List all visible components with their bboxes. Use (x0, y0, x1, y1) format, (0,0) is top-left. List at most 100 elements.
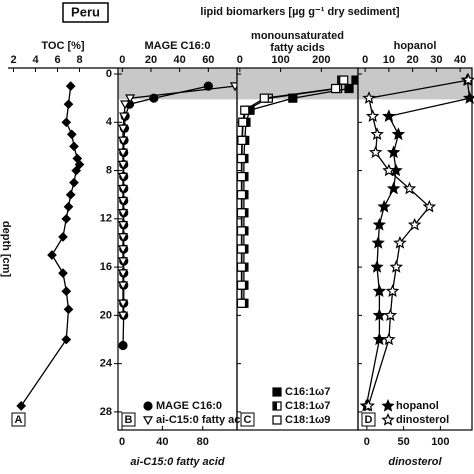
x2-tick-label: 100 (431, 436, 449, 448)
marker (422, 199, 437, 213)
marker (58, 268, 68, 278)
series-line (122, 85, 236, 316)
x-tick-label: 40 (454, 54, 466, 66)
panel-frame (117, 67, 238, 431)
marker (65, 81, 76, 91)
panel-letter-box (121, 412, 136, 427)
x-tick-label: 6 (54, 54, 60, 66)
marker (118, 340, 128, 351)
x2-tick-label: 0 (119, 436, 125, 448)
legend-marker (381, 398, 395, 412)
panel-letter: A (15, 414, 23, 426)
marker (125, 94, 136, 104)
marker (393, 235, 407, 249)
marker (365, 109, 380, 122)
x-tick-label: 60 (202, 54, 214, 66)
marker (118, 245, 129, 255)
x2-axis-label: ai-C15:0 fatty acid (130, 456, 224, 468)
x2-tick-label: 0 (364, 436, 370, 448)
legend-label: C18:1ω9 (285, 414, 330, 426)
caption: lipid biomarkers [µg g⁻¹ dry sediment] (200, 6, 400, 18)
y-tick-label: 12 (100, 213, 112, 225)
marker (69, 177, 79, 188)
marker (61, 213, 72, 224)
series-line (243, 79, 357, 304)
marker-part (273, 402, 277, 410)
marker (386, 181, 401, 195)
marker (65, 189, 76, 200)
marker (118, 196, 129, 206)
x-tick-label: 4 (32, 54, 39, 66)
site-label: Peru (71, 4, 100, 19)
marker (391, 127, 406, 141)
marker (236, 226, 247, 236)
marker (362, 91, 376, 104)
y-tick-label: 16 (100, 261, 112, 273)
marker (386, 145, 401, 159)
marker (61, 117, 72, 128)
marker (383, 308, 398, 322)
marker (339, 75, 349, 85)
marker-part (272, 401, 282, 411)
marker (16, 401, 27, 411)
legend-label: MAGE C16:0 (156, 400, 222, 412)
marker (236, 190, 247, 200)
legend-marker (272, 387, 282, 397)
legend-marker (381, 412, 395, 426)
site-box (62, 2, 109, 23)
marker (382, 332, 396, 346)
marker (118, 311, 129, 321)
y-tick-label: 24 (100, 358, 113, 370)
marker (118, 269, 129, 279)
panel-letter-box (240, 412, 255, 427)
marker (407, 217, 422, 231)
marker (63, 304, 74, 315)
y-tick-label: 0 (106, 68, 112, 80)
marker (118, 221, 129, 231)
marker (66, 129, 77, 140)
marker (382, 109, 396, 122)
y-tick-label: 8 (106, 164, 112, 176)
marker (385, 284, 400, 297)
panel-letter-box (11, 412, 26, 427)
marker (63, 201, 74, 212)
marker (330, 83, 341, 94)
marker (118, 124, 129, 134)
series-line (122, 85, 209, 346)
panel-title: TOC [%] (41, 40, 85, 52)
panel-letter-box (361, 412, 376, 427)
x2-axis-label: dinosterol (388, 456, 442, 468)
legend-label: hopanol (396, 400, 439, 412)
legend-marker (272, 401, 282, 411)
marker (118, 184, 129, 194)
x-tick-label: 200 (312, 54, 330, 66)
marker (372, 217, 387, 231)
marker (402, 181, 417, 195)
marker (69, 141, 79, 152)
x-tick-label: 8 (76, 54, 82, 66)
series-line (241, 79, 343, 304)
x-tick-label: 10 (383, 54, 395, 66)
panel-title: hopanol (394, 40, 437, 52)
x-tick-label: 20 (407, 54, 419, 66)
marker (236, 153, 247, 164)
marker (118, 281, 129, 291)
series-line (367, 79, 469, 407)
marker (236, 298, 247, 308)
marker (372, 284, 387, 297)
marker (118, 299, 129, 309)
marker (47, 250, 57, 260)
highlight-band (358, 68, 472, 100)
panel-frame (357, 67, 473, 431)
x2-tick-label: 80 (197, 436, 209, 448)
marker (61, 334, 72, 345)
legend-label: dinosterol (396, 414, 449, 426)
panel-title: monounsaturated (251, 30, 344, 42)
marker (371, 235, 385, 249)
legend-marker (142, 416, 154, 426)
series-line (240, 79, 345, 304)
marker (203, 81, 213, 91)
marker (236, 172, 247, 182)
marker (368, 145, 383, 159)
